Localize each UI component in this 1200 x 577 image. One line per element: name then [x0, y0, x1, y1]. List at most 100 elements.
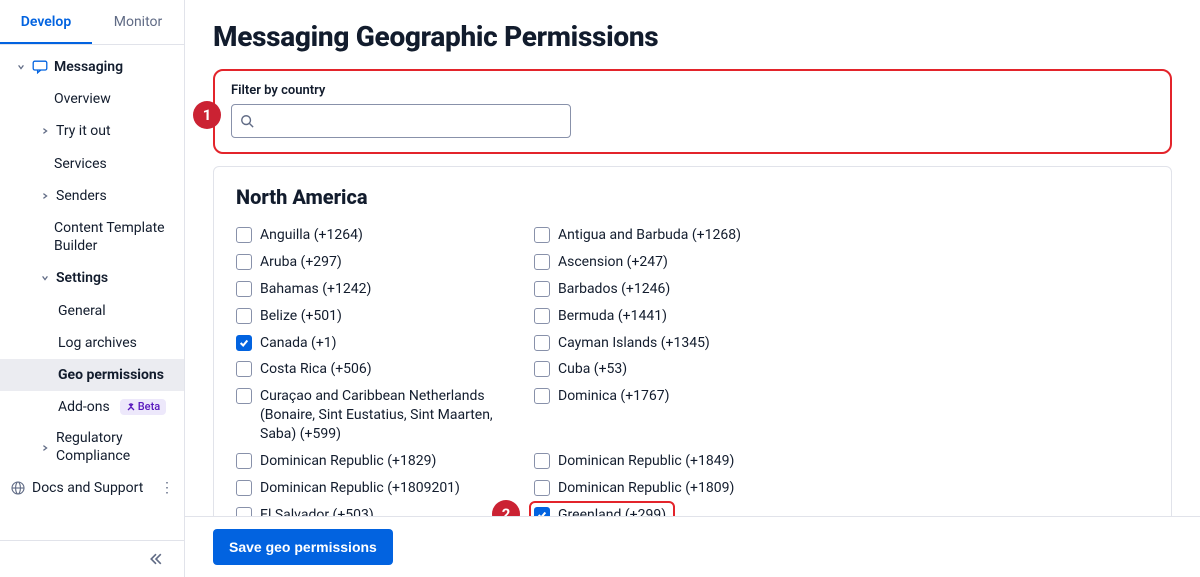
checkbox[interactable] [534, 361, 550, 377]
sidebar-item-overview[interactable]: Overview [0, 83, 184, 115]
country-label: Ascension (+247) [558, 253, 668, 272]
search-input[interactable] [254, 112, 562, 130]
sidebar-item-docs-support[interactable]: Docs and Support ⋮ [0, 472, 184, 504]
sidebar-item-services[interactable]: Services [0, 148, 184, 180]
country-item[interactable]: Curaçao and Caribbean Netherlands (Bonai… [236, 386, 526, 445]
chevron-right-icon [40, 191, 50, 201]
chevron-right-icon [40, 443, 50, 453]
country-item[interactable]: Dominican Republic (+1849) [534, 451, 824, 472]
country-label: Costa Rica (+506) [260, 360, 372, 379]
country-label: Antigua and Barbuda (+1268) [558, 226, 741, 245]
sidebar-item-general[interactable]: General [0, 295, 184, 327]
checkbox[interactable] [236, 227, 252, 243]
checkbox[interactable] [534, 480, 550, 496]
chat-icon [32, 60, 48, 74]
checkbox[interactable] [236, 388, 252, 404]
country-item[interactable]: Costa Rica (+506) [236, 359, 526, 380]
country-item[interactable]: Bermuda (+1441) [534, 306, 824, 327]
country-item[interactable]: Cayman Islands (+1345) [534, 333, 824, 354]
checkbox[interactable] [236, 361, 252, 377]
country-label: Dominica (+1767) [558, 387, 670, 406]
filter-card: 1 Filter by country [213, 69, 1172, 154]
search-input-wrap[interactable] [231, 104, 571, 138]
sidebar-item-senders[interactable]: Senders [0, 180, 184, 212]
region-title: North America [236, 185, 1149, 209]
country-label: Bermuda (+1441) [558, 307, 667, 326]
checkbox[interactable] [236, 254, 252, 270]
checkbox[interactable] [534, 388, 550, 404]
search-icon [240, 114, 254, 128]
country-label: Greenland (+299) [558, 506, 666, 516]
country-item[interactable]: Antigua and Barbuda (+1268) [534, 225, 824, 246]
sidebar-item-content-template-builder[interactable]: Content Template Builder [0, 212, 184, 262]
sidebar-item-settings[interactable]: Settings [0, 262, 184, 294]
country-item[interactable]: Canada (+1) [236, 333, 526, 354]
callout-1: 1 [193, 101, 221, 129]
checkbox[interactable] [534, 254, 550, 270]
country-item[interactable]: Dominica (+1767) [534, 386, 824, 407]
country-label: Cayman Islands (+1345) [558, 334, 710, 353]
country-label: Belize (+501) [260, 307, 342, 326]
country-item[interactable]: Aruba (+297) [236, 252, 526, 273]
country-item[interactable]: Dominican Republic (+1829) [236, 451, 526, 472]
sidebar-item-log-archives[interactable]: Log archives [0, 327, 184, 359]
checkbox[interactable] [236, 335, 252, 351]
country-label: Curaçao and Caribbean Netherlands (Bonai… [260, 387, 526, 444]
sidebar-item-label: Overview [54, 90, 111, 108]
sidebar-item-label: Senders [56, 187, 107, 205]
sidebar-nav: Messaging Overview Try it out Services S… [0, 45, 184, 540]
tab-develop[interactable]: Develop [0, 0, 92, 44]
country-item[interactable]: Dominican Republic (+1809) [534, 478, 824, 499]
sidebar: Develop Monitor Messaging Overview T [0, 0, 185, 577]
checkbox[interactable] [236, 453, 252, 469]
country-item[interactable]: Cuba (+53) [534, 359, 824, 380]
country-label: Dominican Republic (+1829) [260, 452, 436, 471]
country-item[interactable]: Greenland (+299)2 [534, 505, 824, 516]
checkbox[interactable] [534, 335, 550, 351]
callout-2: 2 [492, 500, 520, 516]
beta-badge: Beta [120, 399, 166, 415]
sidebar-item-label: Log archives [58, 334, 137, 352]
country-item[interactable]: Belize (+501) [236, 306, 526, 327]
sidebar-item-label: Try it out [56, 122, 111, 140]
country-item[interactable]: Barbados (+1246) [534, 279, 824, 300]
country-label: Canada (+1) [260, 334, 337, 353]
footer-bar: Save geo permissions [185, 516, 1200, 577]
sidebar-item-label: Services [54, 155, 107, 173]
checkbox[interactable] [534, 227, 550, 243]
chevron-right-icon [40, 126, 50, 136]
country-item[interactable]: El Salvador (+503) [236, 505, 526, 516]
sidebar-item-label: Add-ons [58, 398, 110, 416]
checkbox[interactable] [534, 453, 550, 469]
country-item[interactable]: Bahamas (+1242) [236, 279, 526, 300]
sidebar-item-label: General [58, 302, 106, 320]
globe-icon [10, 480, 26, 496]
sidebar-item-label: Content Template Builder [54, 219, 174, 255]
save-button[interactable]: Save geo permissions [213, 529, 393, 565]
country-item[interactable]: Anguilla (+1264) [236, 225, 526, 246]
sidebar-item-regulatory-compliance[interactable]: Regulatory Compliance [0, 423, 184, 472]
country-item[interactable]: Dominican Republic (+1809201) [236, 478, 526, 499]
sidebar-item-label: Regulatory Compliance [56, 430, 174, 465]
checkbox[interactable] [236, 480, 252, 496]
checkbox[interactable] [236, 507, 252, 516]
checkbox[interactable] [236, 281, 252, 297]
country-item[interactable]: Ascension (+247) [534, 252, 824, 273]
checkbox[interactable] [534, 308, 550, 324]
sidebar-item-messaging[interactable]: Messaging [0, 51, 184, 83]
country-grid: Anguilla (+1264) Antigua and Barbuda (+12… [236, 225, 1149, 516]
chevron-down-icon [40, 273, 50, 283]
kebab-menu-icon[interactable]: ⋮ [160, 479, 174, 497]
checkbox[interactable] [534, 507, 550, 516]
sidebar-tabs: Develop Monitor [0, 0, 184, 45]
sidebar-item-try-it-out[interactable]: Try it out [0, 115, 184, 147]
checkbox[interactable] [236, 308, 252, 324]
sidebar-item-addons[interactable]: Add-ons Beta [0, 391, 184, 423]
tab-monitor[interactable]: Monitor [92, 0, 184, 44]
collapse-sidebar-button[interactable] [0, 540, 184, 577]
sidebar-item-label: Messaging [54, 58, 123, 76]
checkbox[interactable] [534, 281, 550, 297]
chevron-down-icon [16, 62, 26, 72]
sidebar-item-geo-permissions[interactable]: Geo permissions [0, 359, 184, 391]
page-header: Messaging Geographic Permissions [185, 0, 1200, 69]
